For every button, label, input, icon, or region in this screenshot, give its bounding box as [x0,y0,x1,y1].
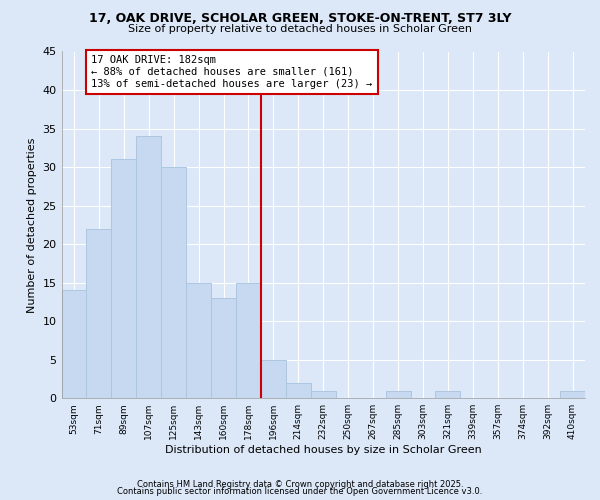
Bar [211,298,236,398]
Bar [186,282,211,398]
Bar [136,136,161,398]
X-axis label: Distribution of detached houses by size in Scholar Green: Distribution of detached houses by size … [165,445,482,455]
Bar [236,282,261,398]
Text: Size of property relative to detached houses in Scholar Green: Size of property relative to detached ho… [128,24,472,34]
Bar [286,383,311,398]
Bar [311,390,336,398]
Bar [261,360,286,398]
Bar [86,228,112,398]
Bar [161,167,186,398]
Bar [386,390,410,398]
Text: 17, OAK DRIVE, SCHOLAR GREEN, STOKE-ON-TRENT, ST7 3LY: 17, OAK DRIVE, SCHOLAR GREEN, STOKE-ON-T… [89,12,511,26]
Bar [560,390,585,398]
Bar [436,390,460,398]
Text: Contains public sector information licensed under the Open Government Licence v3: Contains public sector information licen… [118,487,482,496]
Y-axis label: Number of detached properties: Number of detached properties [27,137,37,312]
Text: 17 OAK DRIVE: 182sqm
← 88% of detached houses are smaller (161)
13% of semi-deta: 17 OAK DRIVE: 182sqm ← 88% of detached h… [91,56,373,88]
Bar [112,160,136,398]
Text: Contains HM Land Registry data © Crown copyright and database right 2025.: Contains HM Land Registry data © Crown c… [137,480,463,489]
Bar [62,290,86,398]
